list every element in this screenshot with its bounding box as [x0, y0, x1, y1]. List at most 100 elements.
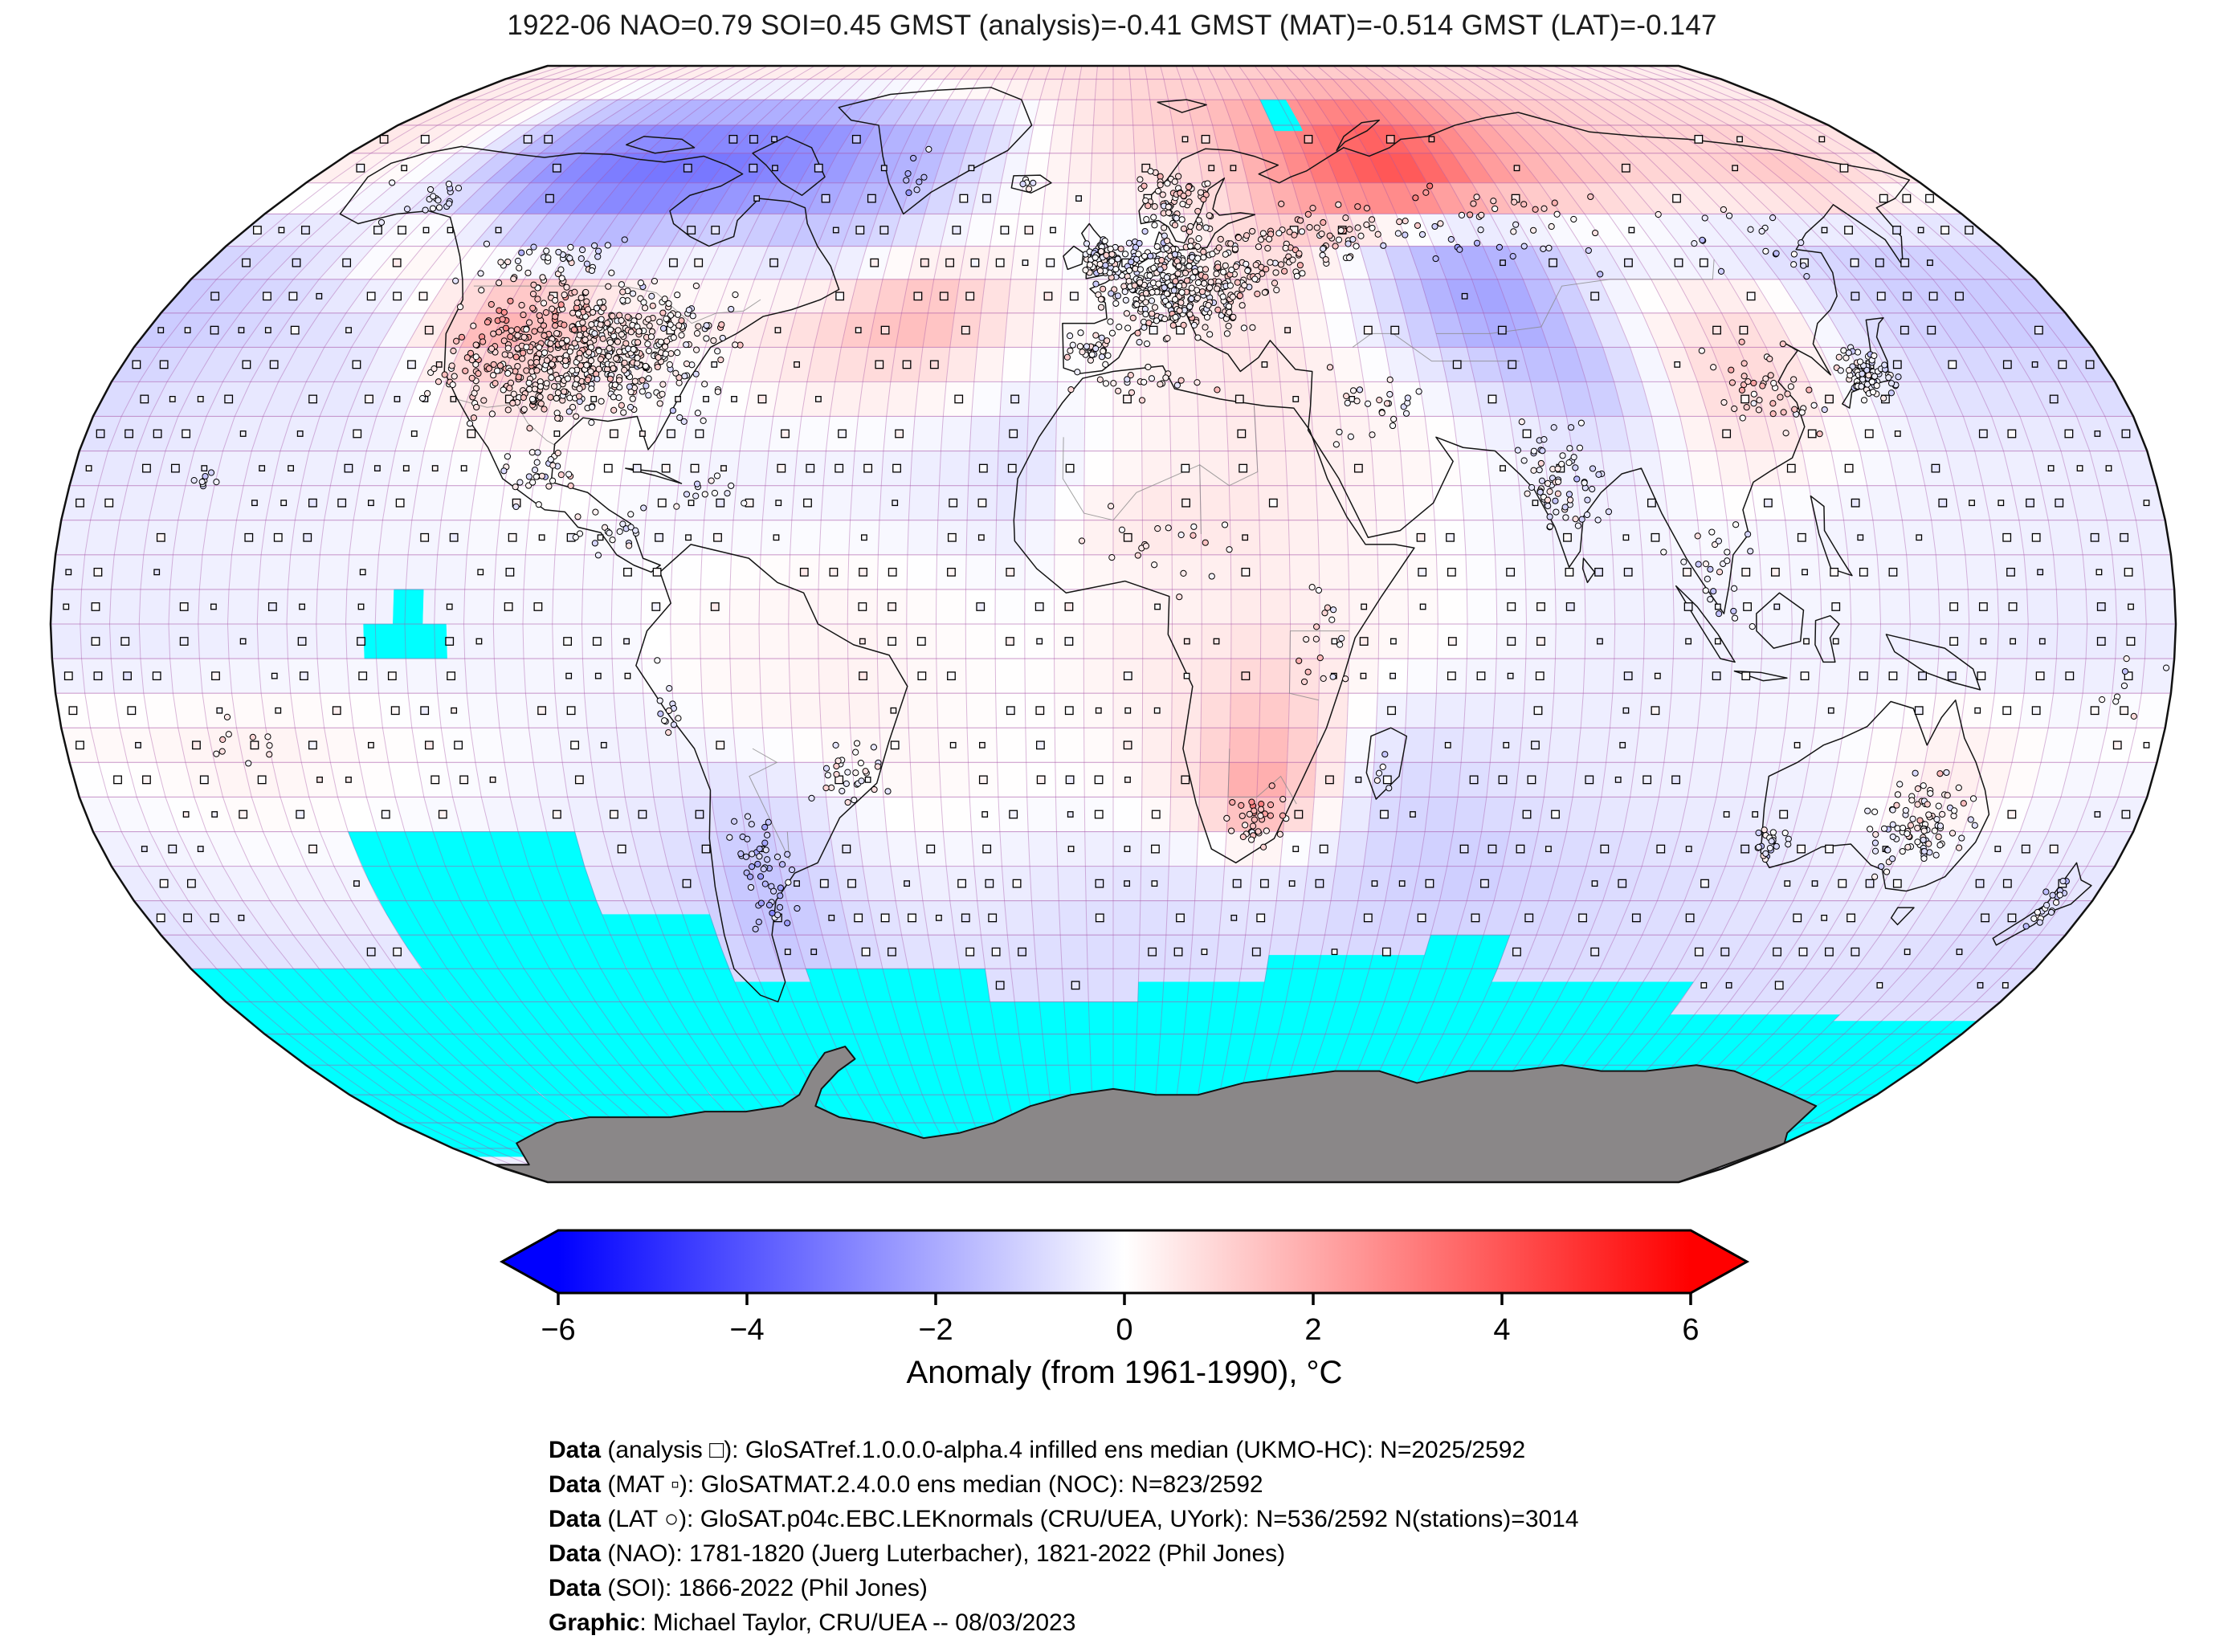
station-marker-circle [1335, 201, 1342, 208]
cell-marker-square [977, 498, 987, 508]
cell-marker-square [1831, 602, 1841, 611]
cell-marker-square [210, 325, 219, 335]
station-marker-circle [1107, 245, 1114, 253]
station-marker-circle [1916, 817, 1924, 824]
station-marker-circle [1151, 561, 1158, 569]
station-marker-circle [1402, 231, 1409, 239]
station-marker-circle [2049, 891, 2056, 899]
cell-marker-square [179, 637, 189, 646]
coastline-new_zealand [1992, 862, 2092, 946]
cell-marker-square [345, 327, 352, 334]
station-marker-circle [554, 449, 561, 457]
cell-marker-square [1319, 844, 1328, 854]
cell-marker-square [1294, 810, 1304, 819]
cell-marker-square [1331, 638, 1338, 645]
station-marker-circle [1296, 657, 1303, 664]
station-marker-circle [784, 850, 791, 858]
station-marker-circle [1550, 424, 1557, 431]
cell-marker-square [1685, 846, 1692, 852]
cell-marker-square [1239, 463, 1248, 473]
cell-marker-square [1850, 258, 1859, 267]
station-marker-circle [1178, 288, 1185, 296]
cell-marker-square [368, 741, 374, 748]
station-marker-circle [472, 361, 479, 368]
cell-marker-square [1965, 226, 1974, 235]
station-marker-circle [1102, 380, 1110, 387]
station-marker-circle [1749, 623, 1756, 630]
station-marker-circle [757, 899, 765, 907]
station-marker-circle [728, 305, 735, 313]
station-marker-circle [1249, 324, 1256, 331]
cell-marker-square [771, 136, 777, 143]
station-marker-circle [575, 393, 583, 400]
station-marker-circle [2056, 891, 2063, 899]
cell-marker-square [2094, 811, 2101, 818]
station-marker-circle [574, 513, 582, 520]
station-marker-circle [757, 873, 765, 880]
station-marker-circle [1255, 828, 1262, 835]
station-marker-circle [1097, 304, 1105, 311]
station-marker-circle [1720, 206, 1727, 214]
station-marker-circle [1777, 394, 1784, 401]
station-marker-circle [884, 788, 892, 795]
station-marker-circle [647, 333, 655, 341]
station-marker-circle [536, 312, 543, 320]
station-marker-circle [711, 489, 719, 497]
station-marker-circle [598, 398, 605, 405]
station-marker-circle [1163, 245, 1170, 252]
station-marker-circle [1756, 397, 1763, 404]
station-marker-circle [583, 298, 590, 305]
station-marker-circle [1279, 796, 1287, 803]
cell-marker-square [810, 948, 818, 956]
station-marker-circle [1226, 546, 1233, 553]
station-marker-circle [1731, 405, 1738, 413]
station-marker-circle [606, 529, 613, 536]
cell-marker-square [1674, 258, 1683, 267]
note-line-lat: Data (LAT ○): GloSAT.p04c.EBC.LEKnormals… [549, 1502, 1579, 1536]
station-marker-circle [1158, 256, 1165, 264]
station-marker-circle [1108, 503, 1115, 510]
cell-marker-square [1800, 671, 1810, 681]
station-marker-circle [1354, 224, 1361, 231]
cell-marker-square [1123, 740, 1132, 750]
station-marker-circle [741, 500, 748, 507]
station-marker-circle [1349, 235, 1357, 243]
station-marker-circle [584, 377, 591, 384]
station-marker-circle [1566, 496, 1574, 504]
station-marker-circle [1337, 226, 1345, 234]
cell-marker-square [153, 429, 162, 438]
station-marker-circle [1766, 355, 1773, 362]
station-marker-circle [451, 373, 458, 380]
station-marker-circle [1198, 288, 1206, 296]
station-marker-circle [1338, 634, 1345, 642]
cell-marker-square [1825, 844, 1834, 854]
station-marker-circle [1402, 410, 1410, 417]
cell-marker-square [2008, 602, 2018, 611]
station-marker-circle [1437, 220, 1444, 227]
station-marker-circle [1320, 675, 1327, 682]
station-marker-circle [678, 332, 685, 339]
station-marker-circle [1920, 836, 1927, 843]
cell-marker-square [1065, 775, 1075, 785]
station-marker-circle [1025, 186, 1033, 193]
station-marker-circle [822, 765, 830, 772]
station-marker-circle [1871, 839, 1879, 846]
station-marker-circle [1374, 230, 1381, 238]
station-marker-circle [1251, 807, 1258, 814]
station-marker-circle [1496, 243, 1504, 251]
station-marker-circle [639, 377, 646, 384]
station-marker-circle [610, 365, 617, 372]
station-marker-circle [1960, 800, 1967, 807]
cell-marker-square [794, 880, 800, 887]
station-marker-circle [1955, 784, 1962, 791]
station-marker-circle [540, 300, 548, 307]
station-marker-circle [614, 338, 622, 345]
cell-marker-square [447, 226, 454, 234]
cell-marker-square [777, 463, 786, 473]
station-marker-circle [1133, 300, 1141, 308]
station-marker-circle [1165, 203, 1172, 210]
cell-marker-square [1619, 741, 1626, 748]
cell-marker-square [1151, 810, 1161, 819]
cell-marker-square [1419, 603, 1426, 610]
station-marker-circle [1132, 255, 1141, 263]
